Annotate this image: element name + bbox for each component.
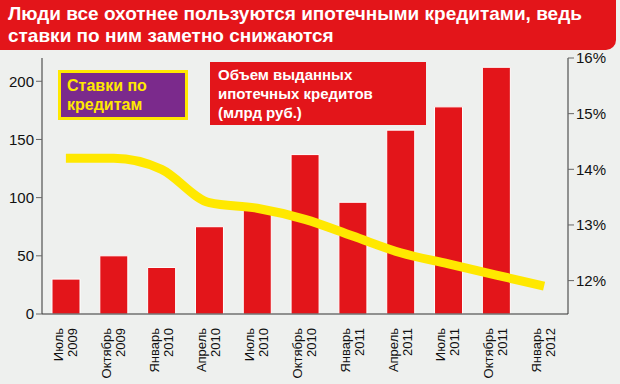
svg-text:200: 200: [9, 73, 34, 90]
svg-text:Январь2012: Январь2012: [529, 328, 558, 373]
svg-text:Октябрь2010: Октябрь2010: [290, 328, 319, 379]
svg-text:Январь2010: Январь2010: [147, 328, 176, 373]
svg-text:15%: 15%: [576, 105, 606, 122]
svg-text:Октябрь2011: Октябрь2011: [481, 328, 510, 379]
svg-text:Июль2011: Июль2011: [433, 328, 462, 361]
svg-text:16%: 16%: [576, 49, 606, 66]
svg-text:Июль2010: Июль2010: [242, 328, 271, 361]
svg-text:12%: 12%: [576, 272, 606, 289]
html-text:Объем выданных ипотечных креди: Объем выданных ипотечных кредитов (млрд …: [218, 66, 373, 121]
svg-text:13%: 13%: [576, 216, 606, 233]
svg-text:0: 0: [26, 305, 34, 322]
svg-text:50: 50: [17, 247, 34, 264]
html-text:Ставки по кредитам: Ставки по кредитам: [67, 77, 147, 113]
svg-text:150: 150: [9, 131, 34, 148]
svg-text:14%: 14%: [576, 161, 606, 178]
svg-text:Октябрь2009: Октябрь2009: [99, 328, 128, 379]
html-text:Люди все охотнее пользуются ип: Люди все охотнее пользуются ипотечными к…: [8, 3, 582, 46]
svg-text:Апрель2010: Апрель2010: [194, 328, 223, 372]
svg-text:Апрель2011: Апрель2011: [386, 328, 415, 372]
svg-text:Июль2009: Июль2009: [51, 328, 80, 361]
svg-text:Январь2011: Январь2011: [338, 328, 367, 373]
svg-text:100: 100: [9, 189, 34, 206]
